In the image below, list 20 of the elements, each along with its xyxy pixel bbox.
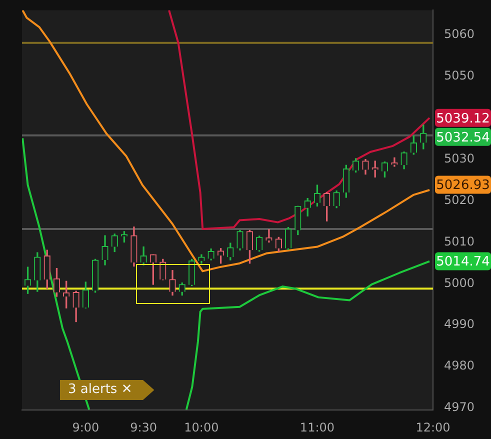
y-tick-label: 4990	[444, 317, 475, 332]
y-tick-label: 5050	[444, 68, 475, 83]
y-tick-label: 5030	[444, 151, 475, 166]
candlestick	[266, 229, 272, 243]
text: 5039.12	[436, 111, 490, 126]
x-tick-label: 12:00	[416, 420, 450, 434]
text: 5014.74	[436, 254, 490, 270]
x-tick-label: 11:00	[300, 420, 335, 434]
annotation: 3 alerts ✕	[60, 380, 154, 400]
y-tick-label: 5010	[444, 234, 475, 248]
y-tick-label: 5060	[444, 27, 475, 42]
x-tick-label: 10:00	[184, 420, 219, 434]
y-tick-label: 4970	[444, 400, 475, 414]
x-tick-label: 9:00	[72, 420, 100, 434]
x-tick-label: 9:30	[130, 420, 158, 434]
y-tick-label: 5020	[444, 192, 475, 207]
y-tick-label: 4980	[444, 358, 475, 373]
y-tick-label: 5000	[444, 276, 475, 290]
text: 5026.93	[436, 178, 490, 194]
text: 5032.54	[436, 130, 490, 146]
